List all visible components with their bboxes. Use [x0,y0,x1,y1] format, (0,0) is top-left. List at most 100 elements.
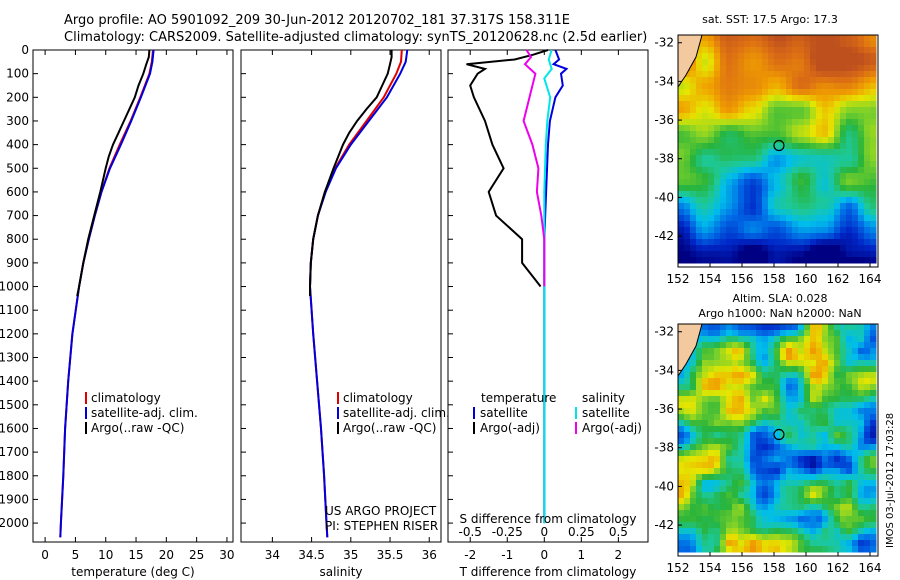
map-cell [810,486,817,493]
map-cell [870,432,877,439]
map-cell [720,125,727,132]
map-cell [774,119,781,126]
map-cell [828,47,835,54]
map-cell [732,360,739,367]
map-cell [780,492,787,499]
map-cell [750,528,757,535]
map-cell [756,390,763,397]
map-cell [690,546,697,553]
map-cell [732,89,739,96]
map-cell [804,221,811,228]
map-cell [690,402,697,409]
map-cell [870,516,877,523]
map-cell [720,390,727,397]
map-cell [708,95,715,102]
map-cell [798,336,805,343]
map-cell [780,546,787,553]
map-cell [744,420,751,427]
map-cell [768,47,775,54]
map-cell [816,432,823,439]
map-cell [780,77,787,84]
map-cell [858,420,865,427]
map-cell [798,444,805,451]
map-cell [780,233,787,240]
map-cell [750,167,757,174]
map-cell [684,137,691,144]
y-tick-label: 100 [6,67,29,81]
map-cell [810,47,817,54]
map-cell [720,257,727,264]
map-cell [726,257,733,264]
map-cell [828,83,835,90]
map-cell [684,191,691,198]
map-cell [834,438,841,445]
map-cell [768,227,775,234]
map-cell [690,77,697,84]
map-cell [798,239,805,246]
map-cell [726,420,733,427]
map-cell [750,414,757,421]
map-cell [684,101,691,108]
map-cell [726,239,733,246]
map-cell [714,492,721,499]
map-cell [858,257,865,264]
map-cell [744,89,751,96]
map-cell [678,101,685,108]
map-cell [858,113,865,120]
map-cell [732,209,739,216]
map-cell [768,155,775,162]
map-cell [768,480,775,487]
map-cell [804,53,811,60]
map-cell [780,462,787,469]
map-cell [834,95,841,102]
map-cell [678,396,685,403]
map-cell [774,107,781,114]
map-cell [690,426,697,433]
y-tick-label: 500 [6,161,29,175]
map-cell [846,203,853,210]
map-cell [738,486,745,493]
map-cell [828,53,835,60]
map-cell [690,107,697,114]
map-cell [792,143,799,150]
map-y-tick-label: -42 [654,518,674,532]
map-cell [774,185,781,192]
map-cell [744,179,751,186]
map-cell [774,480,781,487]
map-cell [828,245,835,252]
map-cell [798,209,805,216]
map-cell [864,360,871,367]
difference-legend: temperature salinity satellite Argo(-adj… [473,391,642,435]
map-cell [708,149,715,156]
map-cell [726,41,733,48]
map-cell [798,167,805,174]
map-cell [732,233,739,240]
map-cell [756,161,763,168]
x-tick-label: 34.5 [298,548,325,562]
map-cell [714,179,721,186]
map-cell [852,185,859,192]
map-cell [864,468,871,475]
map-cell [792,444,799,451]
map-cell [756,119,763,126]
map-cell [792,107,799,114]
map-cell [798,492,805,499]
map-cell [846,510,853,517]
map-cell [864,167,871,174]
map-cell [732,540,739,547]
map-cell [762,354,769,361]
map-cell [750,47,757,54]
map-cell [726,137,733,144]
map-cell [786,185,793,192]
map-cell [822,510,829,517]
map-cell [870,107,877,114]
map-cell [678,378,685,385]
map-cell [870,372,877,379]
map-cell [786,149,793,156]
map-cell [714,185,721,192]
map-cell [696,83,703,90]
map-cell [786,101,793,108]
map-cell [834,89,841,96]
header-line1: Argo profile: AO 5901092_209 30-Jun-2012… [64,13,570,28]
map-cell [726,95,733,102]
